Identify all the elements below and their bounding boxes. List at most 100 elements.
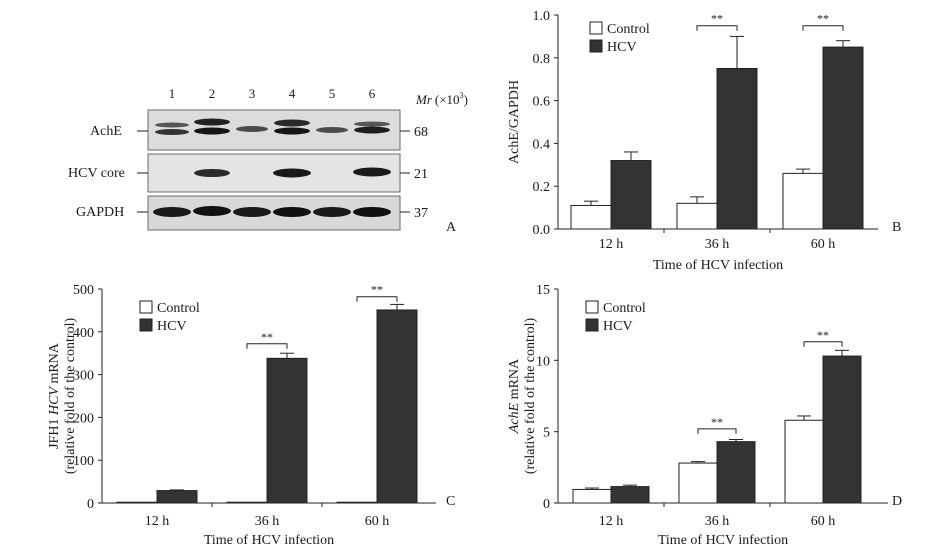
y-axis-title-part: mRNA — [47, 342, 62, 387]
y-axis-title-line: AchE mRNA — [507, 358, 522, 434]
significance-label: ** — [817, 328, 829, 342]
mr-exponent: 3 — [460, 91, 464, 100]
panel-letter: D — [892, 494, 902, 509]
bar — [716, 68, 758, 230]
bar — [336, 501, 378, 504]
significance-bracket — [803, 341, 843, 347]
bar — [822, 46, 864, 230]
y-tick-label: 400 — [73, 326, 94, 341]
x-tick-label: 36 h — [705, 514, 730, 529]
x-axis-title: Time of HCV infection — [653, 258, 783, 273]
legend-swatch — [585, 300, 599, 314]
bar — [116, 501, 158, 504]
y-tick-label: 1.0 — [533, 9, 551, 24]
x-axis-title: Time of HCV infection — [204, 533, 334, 548]
significance-label: ** — [711, 415, 723, 429]
significance-label: ** — [261, 330, 273, 344]
blot-band — [354, 126, 390, 134]
blot-band — [273, 168, 311, 178]
y-axis-title-part: (relative fold of the control) — [63, 318, 78, 475]
y-axis-title-part: HCV — [47, 386, 62, 416]
legend-label: Control — [603, 301, 646, 316]
blot-band — [353, 207, 391, 217]
legend-swatch — [589, 21, 603, 35]
bar — [226, 501, 268, 504]
blot-band — [316, 127, 348, 133]
y-tick-label: 0 — [543, 497, 550, 512]
significance-bracket — [697, 428, 737, 434]
lane-label: 6 — [369, 86, 376, 101]
blot-band — [354, 121, 390, 127]
y-axis-title-part: (relative fold of the control) — [523, 318, 538, 475]
bar — [782, 172, 824, 230]
y-tick-label: 10 — [536, 354, 550, 369]
western-blot-panel: 1 2 3 4 5 6 Mr (×103) — [68, 86, 468, 235]
legend-swatch — [589, 39, 603, 53]
bar — [376, 309, 418, 504]
significance-bracket — [696, 25, 738, 31]
bar — [716, 441, 756, 504]
y-tick-label: 0.6 — [533, 95, 551, 110]
significance-bracket — [356, 296, 398, 302]
bar — [156, 490, 198, 504]
bar-chart-panel: 0.0 0.2 0.4 0.6 0.8 1.0 12 h 36 h 60 h ** ** Contro… — [507, 9, 901, 273]
lane-label: 1 — [169, 86, 176, 101]
y-axis-title-part: AchE — [507, 402, 522, 434]
y-tick-label: 300 — [73, 369, 94, 384]
y-axis-title: AchE/GAPDH — [507, 80, 522, 164]
bar — [572, 488, 612, 504]
y-axis-title-part: JFH1 — [47, 415, 62, 449]
y-axis-title-line: (relative fold of the control) — [523, 318, 538, 475]
x-tick-label: 36 h — [255, 514, 280, 529]
x-tick-label: 36 h — [705, 237, 730, 252]
bar — [266, 357, 308, 504]
blot-row-label: AchE — [90, 124, 122, 139]
x-axis-title: Time of HCV infection — [658, 533, 788, 548]
blot-band — [233, 207, 271, 217]
panel-letter: A — [446, 220, 457, 235]
blot-band — [313, 207, 351, 217]
y-tick-label: 15 — [536, 283, 550, 298]
y-tick-label: 0.0 — [533, 223, 551, 238]
y-tick-label: 0 — [87, 497, 94, 512]
panel-letter: B — [892, 220, 901, 235]
bar — [610, 160, 652, 230]
bar — [570, 204, 612, 230]
blot-band — [353, 167, 391, 177]
lane-label: 2 — [209, 86, 216, 101]
blot-bands — [153, 118, 391, 217]
lane-label: 3 — [249, 86, 256, 101]
blot-band — [274, 127, 310, 135]
bar — [676, 202, 718, 230]
panel-letter: C — [446, 494, 455, 509]
legend-label: Control — [157, 301, 200, 316]
mr-label: Mr (×103) — [415, 91, 468, 107]
legend-label: HCV — [603, 319, 633, 334]
x-tick-label: 60 h — [811, 514, 836, 529]
significance-bracket — [802, 25, 844, 31]
legend-label: HCV — [157, 319, 187, 334]
bar — [784, 419, 824, 504]
bar — [822, 355, 862, 504]
y-tick-label: 0.4 — [533, 137, 551, 152]
blot-band — [155, 122, 189, 128]
blot-band — [153, 207, 191, 217]
blot-membrane-ache — [147, 109, 401, 151]
bar — [610, 486, 650, 504]
y-tick-label: 0.2 — [533, 180, 551, 195]
legend-swatch — [139, 318, 153, 332]
x-tick-label: 12 h — [145, 514, 170, 529]
y-axis-title-part: mRNA — [507, 358, 522, 403]
blot-band — [273, 207, 311, 217]
mw-label: 68 — [414, 125, 428, 140]
y-tick-label: 200 — [73, 411, 94, 426]
y-tick-label: 100 — [73, 454, 94, 469]
significance-label: ** — [817, 12, 829, 26]
significance-label: ** — [371, 283, 383, 297]
blot-band — [194, 169, 230, 177]
y-axis-title-line: JFH1 HCV mRNA — [47, 342, 62, 449]
x-tick-label: 60 h — [365, 514, 390, 529]
y-axis-title-line: (relative fold of the control) — [63, 318, 78, 475]
y-tick-label: 0.8 — [533, 52, 551, 67]
bar-charts: 0.0 0.2 0.4 0.6 0.8 1.0 12 h 36 h 60 h ** ** Contro… — [47, 9, 902, 548]
